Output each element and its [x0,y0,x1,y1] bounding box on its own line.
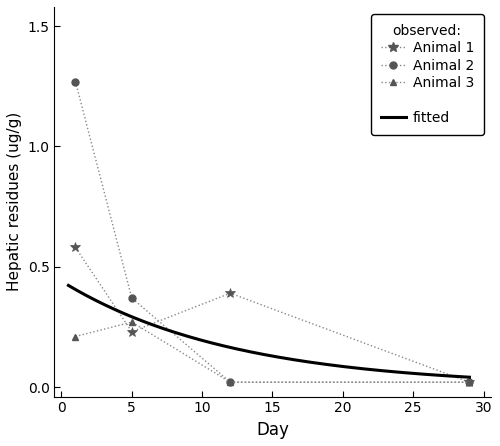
Legend: Animal 1, Animal 2, Animal 3, , fitted: Animal 1, Animal 2, Animal 3, , fitted [371,14,484,135]
X-axis label: Day: Day [256,421,289,439]
Y-axis label: Hepatic residues (ug/g): Hepatic residues (ug/g) [7,112,22,291]
